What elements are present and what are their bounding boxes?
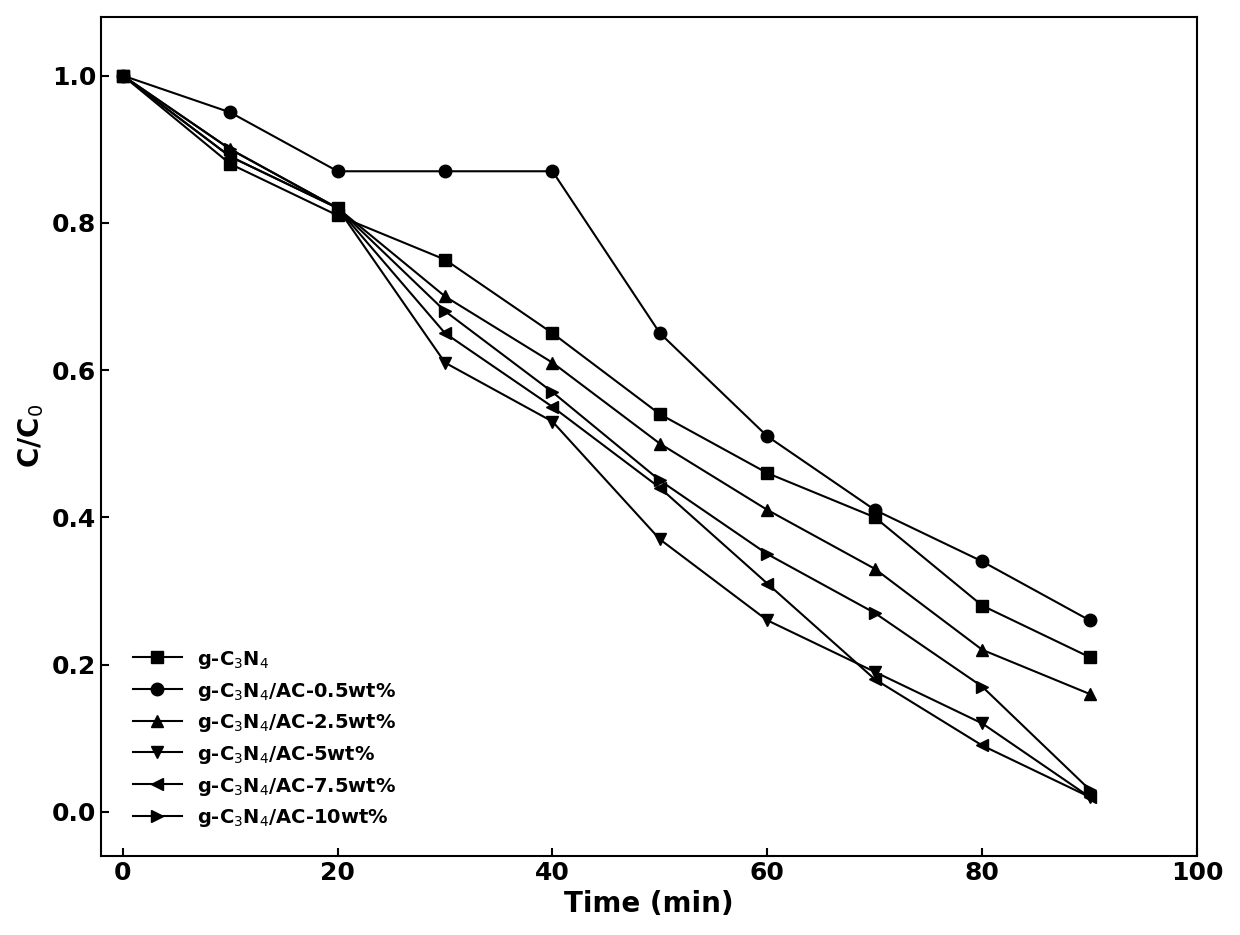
g-C$_3$N$_4$/AC-0.5wt% (438, 165, 453, 177)
g-C$_3$N$_4$ (1083, 652, 1097, 663)
g-C$_3$N$_4$ (760, 468, 775, 479)
g-C$_3$N$_4$/AC-2.5wt% (223, 144, 238, 155)
g-C$_3$N$_4$ (438, 254, 453, 266)
g-C$_3$N$_4$/AC-10wt% (760, 549, 775, 560)
g-C$_3$N$_4$/AC-0.5wt% (975, 555, 990, 567)
g-C$_3$N$_4$/AC-0.5wt% (867, 504, 882, 515)
g-C$_3$N$_4$/AC-7.5wt% (223, 151, 238, 162)
g-C$_3$N$_4$/AC-2.5wt% (330, 203, 345, 214)
g-C$_3$N$_4$/AC-7.5wt% (975, 740, 990, 751)
g-C$_3$N$_4$/AC-7.5wt% (1083, 791, 1097, 802)
g-C$_3$N$_4$/AC-10wt% (867, 608, 882, 619)
g-C$_3$N$_4$/AC-10wt% (330, 203, 345, 214)
g-C$_3$N$_4$/AC-2.5wt% (546, 357, 560, 368)
g-C$_3$N$_4$/AC-7.5wt% (867, 673, 882, 684)
g-C$_3$N$_4$/AC-7.5wt% (546, 401, 560, 412)
g-C$_3$N$_4$ (867, 511, 882, 523)
g-C$_3$N$_4$ (330, 209, 345, 221)
g-C$_3$N$_4$/AC-10wt% (546, 386, 560, 397)
g-C$_3$N$_4$/AC-5wt% (223, 151, 238, 162)
Line: g-C$_3$N$_4$/AC-7.5wt%: g-C$_3$N$_4$/AC-7.5wt% (117, 69, 1096, 803)
g-C$_3$N$_4$/AC-2.5wt% (438, 291, 453, 302)
g-C$_3$N$_4$/AC-0.5wt% (1083, 614, 1097, 626)
Line: g-C$_3$N$_4$/AC-5wt%: g-C$_3$N$_4$/AC-5wt% (117, 69, 1096, 803)
g-C$_3$N$_4$ (546, 327, 560, 338)
g-C$_3$N$_4$/AC-7.5wt% (330, 203, 345, 214)
g-C$_3$N$_4$/AC-5wt% (760, 614, 775, 626)
Line: g-C$_3$N$_4$/AC-0.5wt%: g-C$_3$N$_4$/AC-0.5wt% (117, 69, 1096, 626)
g-C$_3$N$_4$/AC-2.5wt% (975, 644, 990, 655)
g-C$_3$N$_4$/AC-5wt% (652, 534, 667, 545)
g-C$_3$N$_4$/AC-5wt% (975, 718, 990, 729)
g-C$_3$N$_4$/AC-10wt% (438, 306, 453, 317)
g-C$_3$N$_4$/AC-2.5wt% (1083, 688, 1097, 699)
g-C$_3$N$_4$/AC-0.5wt% (760, 431, 775, 442)
g-C$_3$N$_4$/AC-10wt% (652, 475, 667, 486)
g-C$_3$N$_4$ (652, 409, 667, 420)
g-C$_3$N$_4$/AC-2.5wt% (652, 438, 667, 449)
Line: g-C$_3$N$_4$: g-C$_3$N$_4$ (117, 69, 1096, 664)
g-C$_3$N$_4$/AC-2.5wt% (867, 563, 882, 574)
g-C$_3$N$_4$/AC-0.5wt% (223, 107, 238, 118)
g-C$_3$N$_4$/AC-7.5wt% (115, 70, 130, 81)
g-C$_3$N$_4$/AC-10wt% (115, 70, 130, 81)
Line: g-C$_3$N$_4$/AC-10wt%: g-C$_3$N$_4$/AC-10wt% (117, 69, 1096, 796)
g-C$_3$N$_4$/AC-5wt% (867, 667, 882, 678)
g-C$_3$N$_4$/AC-0.5wt% (115, 70, 130, 81)
g-C$_3$N$_4$/AC-0.5wt% (546, 165, 560, 177)
g-C$_3$N$_4$/AC-5wt% (1083, 791, 1097, 802)
g-C$_3$N$_4$/AC-2.5wt% (760, 504, 775, 515)
X-axis label: Time (min): Time (min) (564, 890, 734, 918)
g-C$_3$N$_4$/AC-10wt% (1083, 784, 1097, 796)
Y-axis label: C/C$_0$: C/C$_0$ (16, 404, 46, 468)
g-C$_3$N$_4$/AC-0.5wt% (330, 165, 345, 177)
g-C$_3$N$_4$ (223, 158, 238, 169)
g-C$_3$N$_4$/AC-5wt% (546, 416, 560, 427)
g-C$_3$N$_4$/AC-0.5wt% (652, 327, 667, 338)
g-C$_3$N$_4$/AC-5wt% (330, 203, 345, 214)
g-C$_3$N$_4$ (975, 600, 990, 611)
g-C$_3$N$_4$/AC-7.5wt% (438, 327, 453, 338)
Line: g-C$_3$N$_4$/AC-2.5wt%: g-C$_3$N$_4$/AC-2.5wt% (117, 69, 1096, 700)
g-C$_3$N$_4$/AC-5wt% (438, 357, 453, 368)
g-C$_3$N$_4$/AC-7.5wt% (760, 578, 775, 589)
g-C$_3$N$_4$/AC-10wt% (975, 681, 990, 692)
g-C$_3$N$_4$ (115, 70, 130, 81)
g-C$_3$N$_4$/AC-5wt% (115, 70, 130, 81)
Legend: g-C$_3$N$_4$, g-C$_3$N$_4$/AC-0.5wt%, g-C$_3$N$_4$/AC-2.5wt%, g-C$_3$N$_4$/AC-5w: g-C$_3$N$_4$, g-C$_3$N$_4$/AC-0.5wt%, g-… (133, 649, 396, 829)
g-C$_3$N$_4$/AC-2.5wt% (115, 70, 130, 81)
g-C$_3$N$_4$/AC-10wt% (223, 144, 238, 155)
g-C$_3$N$_4$/AC-7.5wt% (652, 482, 667, 494)
